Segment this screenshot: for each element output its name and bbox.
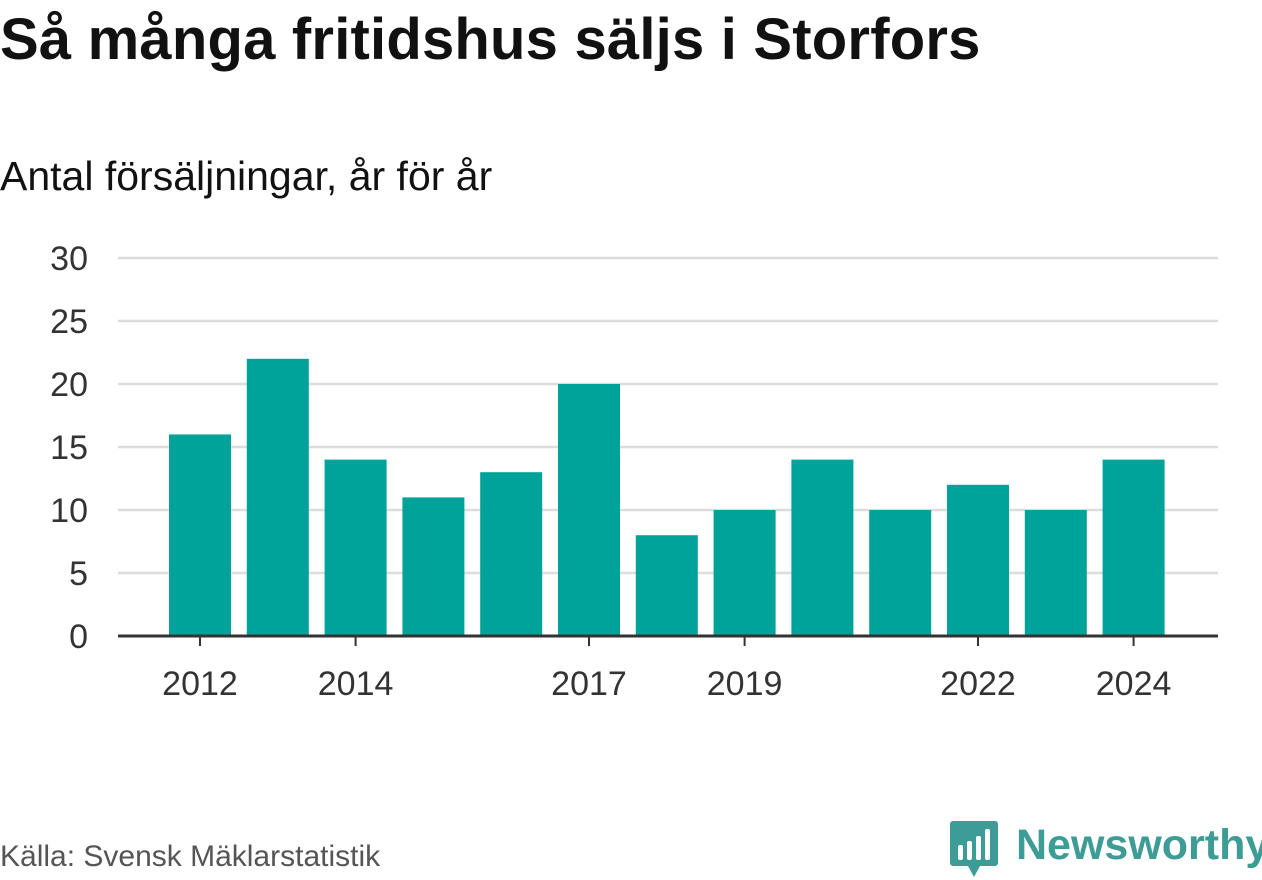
chart-subtitle: Antal försäljningar, år för år — [0, 153, 493, 199]
y-tick-label: 25 — [50, 303, 88, 341]
x-tick-label: 2024 — [1096, 665, 1172, 703]
y-tick-label: 20 — [50, 366, 88, 404]
x-tick-label: 2022 — [940, 665, 1016, 703]
source-note: Källa: Svensk Mäklarstatistik — [0, 840, 381, 873]
x-tick-label: 2012 — [162, 665, 238, 703]
y-tick-label: 0 — [69, 618, 88, 656]
newsworthy-logo: Newsworthy — [950, 818, 1262, 880]
y-tick-label: 10 — [50, 492, 88, 530]
x-tick-label: 2019 — [707, 665, 783, 703]
x-tick-label: 2014 — [318, 665, 394, 703]
bar — [1024, 510, 1087, 636]
bar — [480, 472, 543, 636]
bar — [169, 434, 231, 636]
chart-title: Så många fritidshus säljs i Storfors — [0, 7, 981, 72]
bar — [558, 384, 620, 636]
bar — [402, 497, 465, 636]
bar — [869, 510, 932, 636]
newsworthy-logo-icon — [950, 821, 998, 877]
y-tick-label: 5 — [69, 555, 88, 593]
y-tick-label: 30 — [50, 240, 88, 278]
bar — [713, 510, 776, 636]
brand-name: Newsworthy — [1016, 820, 1262, 869]
bar — [246, 358, 309, 636]
bar — [635, 535, 698, 636]
x-tick-label: 2017 — [551, 665, 627, 703]
y-tick-label: 15 — [50, 429, 88, 467]
bar — [947, 484, 1009, 636]
bar — [1102, 459, 1165, 636]
bar — [791, 459, 854, 636]
bar — [324, 459, 387, 636]
